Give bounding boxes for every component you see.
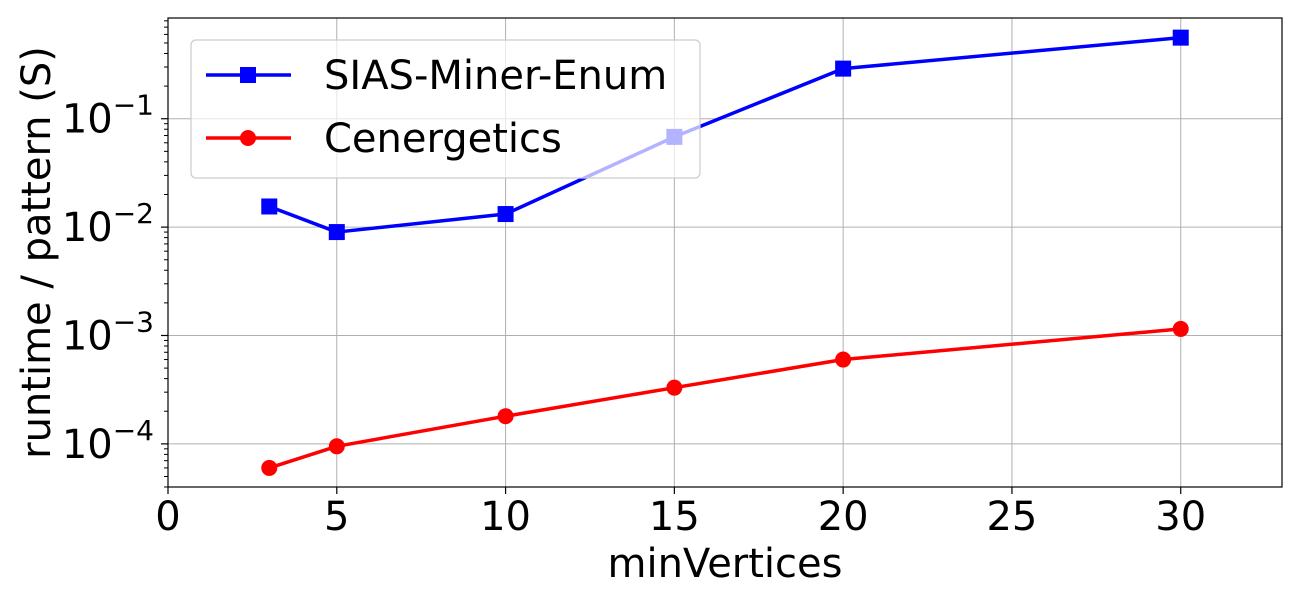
x-tick-label: 0 — [155, 494, 180, 540]
data-point — [328, 438, 345, 455]
legend-marker — [240, 130, 256, 146]
data-point — [328, 224, 345, 241]
legend-label: SIAS-Miner-Enum — [324, 53, 667, 99]
data-point — [1172, 320, 1189, 337]
legend-item: SIAS-Miner-Enum — [206, 53, 667, 99]
legend-box — [190, 39, 701, 179]
x-tick-label: 15 — [649, 494, 700, 540]
y-tick-label: 10−1 — [62, 89, 154, 143]
data-point — [835, 351, 852, 368]
x-tick-label: 30 — [1155, 494, 1206, 540]
y-tick-label: 10−3 — [62, 305, 154, 359]
legend-item: Cenergetics — [206, 116, 562, 162]
data-point — [497, 408, 514, 425]
x-axis-label: minVertices — [608, 541, 843, 587]
legend-marker — [240, 67, 256, 83]
legend: SIAS-Miner-Enum Cenergetics — [190, 39, 701, 179]
y-axis-label: runtime / pattern (S) — [14, 46, 60, 459]
y-tick-label: 10−2 — [62, 197, 154, 251]
x-tick-label: 5 — [324, 494, 349, 540]
ticks: 0 5 10 15 20 25 30 10−4 10−3 10−2 10−1 — [62, 20, 1206, 540]
data-point — [261, 459, 278, 476]
x-tick-label: 10 — [480, 494, 531, 540]
plot-frame — [167, 17, 1283, 488]
data-point — [666, 379, 683, 396]
data-point — [261, 198, 278, 215]
series-1 — [261, 320, 1189, 476]
y-tick-label: 10−4 — [62, 414, 154, 468]
x-tick-label: 25 — [986, 494, 1037, 540]
data-point — [1172, 29, 1189, 46]
legend-label: Cenergetics — [324, 116, 562, 162]
data-point — [835, 60, 852, 77]
x-tick-label: 20 — [818, 494, 869, 540]
data-point — [497, 206, 514, 223]
series-line — [268, 327, 1181, 470]
